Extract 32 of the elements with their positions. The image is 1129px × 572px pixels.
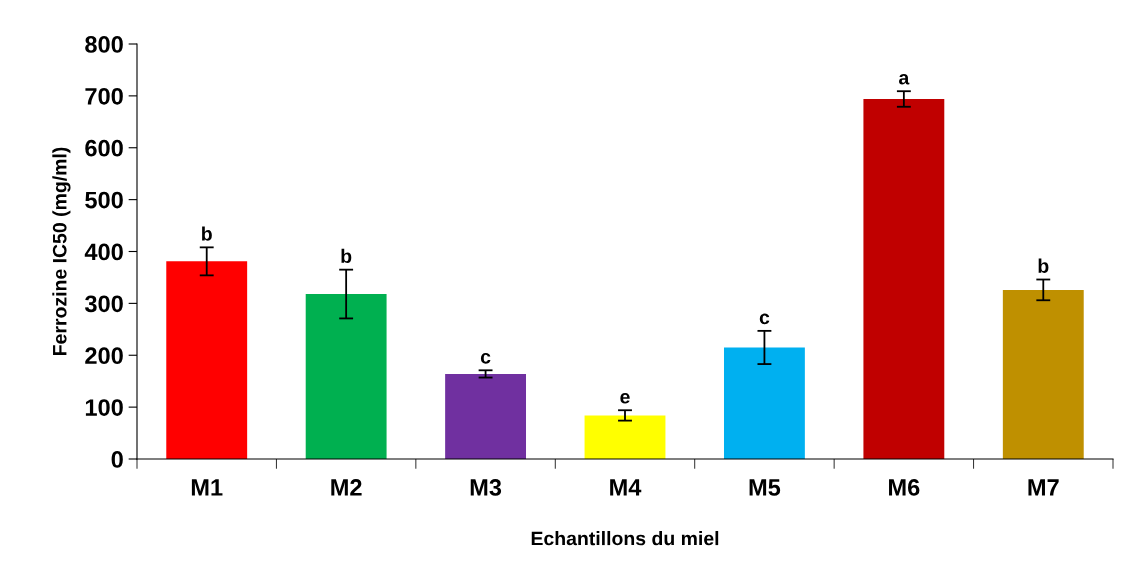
bar xyxy=(445,373,527,459)
bar xyxy=(305,294,387,459)
annotation: b xyxy=(202,226,212,241)
y-tick-label: 200 xyxy=(85,347,123,365)
y-tick-label: 100 xyxy=(85,399,123,416)
x-tick-label: M4 xyxy=(610,479,642,496)
x-tick-label: M6 xyxy=(889,479,920,496)
annotation: b xyxy=(341,248,352,264)
y-tick-label: 300 xyxy=(84,295,123,313)
bar xyxy=(1002,289,1084,459)
x-tick-label: M3 xyxy=(470,479,502,496)
y-tick-label: 500 xyxy=(85,191,123,209)
y-tick-label: 800 xyxy=(85,36,123,53)
bar xyxy=(723,347,805,459)
x-tick-label: M1 xyxy=(191,479,223,496)
y-tick-label: 400 xyxy=(84,243,123,261)
y-tick-label: 700 xyxy=(85,87,123,105)
bar xyxy=(584,415,666,459)
annotation: e xyxy=(620,392,630,404)
x-tick-label: M2 xyxy=(331,479,362,496)
annotation: a xyxy=(899,73,910,85)
x-tick-label: M5 xyxy=(749,479,781,496)
annotation: b xyxy=(1038,258,1049,273)
annotation: c xyxy=(759,313,770,325)
annotation: c xyxy=(480,353,491,364)
bar xyxy=(166,261,248,459)
bar xyxy=(863,98,945,459)
y-tick-label: 600 xyxy=(85,139,123,157)
x-tick-label: M7 xyxy=(1028,479,1059,496)
x-axis-title: Echantillons du miel xyxy=(531,531,719,546)
y-axis-title: Ferrozine IC50 (mg/ml) xyxy=(52,147,71,355)
y-tick-label: 0 xyxy=(111,451,123,468)
